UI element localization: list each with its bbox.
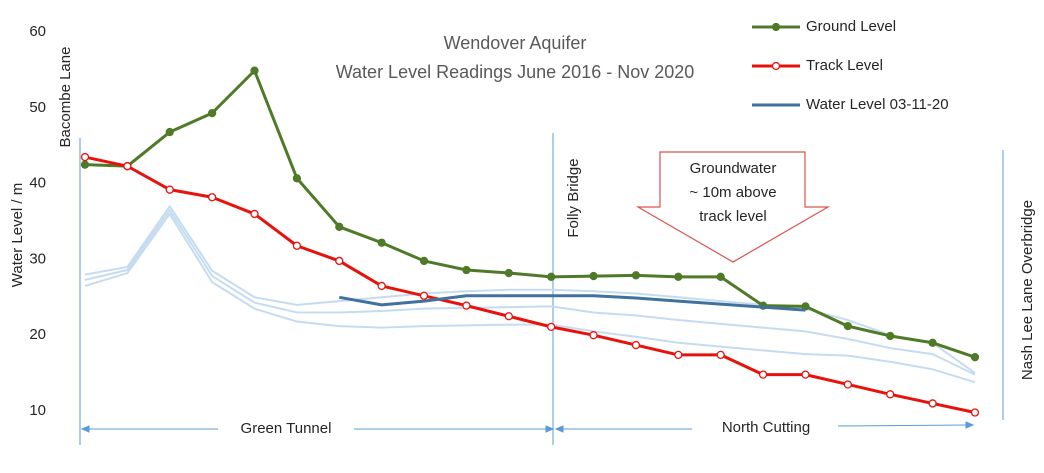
point [419,291,429,300]
section-label: Green Tunnel [241,420,332,437]
point [292,241,302,250]
series-line [339,294,806,312]
callout-text: Groundwater [690,160,777,177]
section-label: North Cutting [722,419,810,436]
legend-marker [771,61,781,71]
point [547,322,556,332]
callout-text: track level [699,208,767,225]
location-label: Folly Bridge [565,158,582,237]
point [928,338,937,347]
point [928,399,937,408]
point [674,350,683,360]
series-line [84,69,976,359]
history-line [84,205,976,374]
arrow-head [80,425,90,433]
point [504,268,513,278]
point [758,370,768,379]
series-line [84,155,976,414]
point [165,185,174,194]
chart-title: Wendover Aquifer [444,33,587,53]
point [970,408,980,417]
callout-arrow [635,151,831,263]
point [250,66,259,75]
legend-label: Ground Level [806,18,896,35]
legend-label: Water Level 03-11-20 [806,96,949,113]
point [80,152,90,162]
y-tick-label: 50 [29,99,46,116]
point [886,390,895,399]
point [716,350,725,360]
location-label: Bacombe Lane [57,47,74,148]
y-tick-label: 10 [29,402,46,419]
point [377,238,386,247]
chart-subtitle: Water Level Readings June 2016 - Nov 202… [336,62,695,82]
point [419,256,429,266]
y-tick-label: 30 [29,250,46,267]
history-line [84,209,976,376]
point [335,256,344,266]
y-tick-label: 40 [29,175,46,192]
point [843,380,852,389]
point [462,301,471,310]
point [377,281,386,291]
point [886,331,895,341]
point [589,331,598,340]
sections [80,421,975,433]
point [462,265,471,275]
point [589,271,598,281]
callout-text: ~ 10m above [689,184,776,201]
point [292,174,302,183]
point [80,160,90,169]
y-axis-label: Water Level / m [9,183,26,287]
arrow-head [545,425,555,433]
point [843,321,852,331]
point [207,108,217,118]
point [207,193,217,202]
legend-marker [771,22,781,32]
point [631,271,641,280]
callout: Groundwater ~ 10m above track level [635,151,831,263]
point [547,272,556,281]
section-arrow [837,424,969,427]
point [716,272,725,281]
y-tick-label: 60 [29,23,46,40]
arrow-head [965,421,975,429]
y-tick-label: 20 [29,326,46,343]
point [970,353,980,362]
location-markers: Bacombe Lane Folly Bridge Nash Lee Lane … [57,47,1036,445]
arrow-head [554,425,564,433]
point [504,312,513,321]
point [250,209,259,219]
point [165,127,174,137]
point [631,340,641,350]
history-line [84,212,976,384]
point [123,162,132,171]
location-label: Nash Lee Lane Overbridge [1019,200,1036,380]
point [674,272,683,281]
point [335,222,344,231]
point [801,370,810,379]
legend-label: Track Level [806,57,883,74]
